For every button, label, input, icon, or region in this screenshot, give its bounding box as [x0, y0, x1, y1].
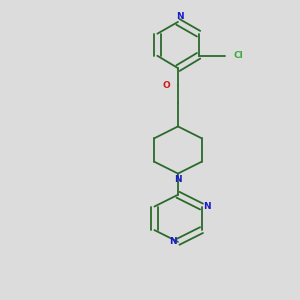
Text: Cl: Cl: [233, 51, 243, 60]
Text: N: N: [174, 175, 182, 184]
Text: N: N: [203, 202, 211, 211]
Text: O: O: [162, 81, 170, 90]
Text: N: N: [176, 12, 183, 21]
Text: N: N: [169, 237, 176, 246]
